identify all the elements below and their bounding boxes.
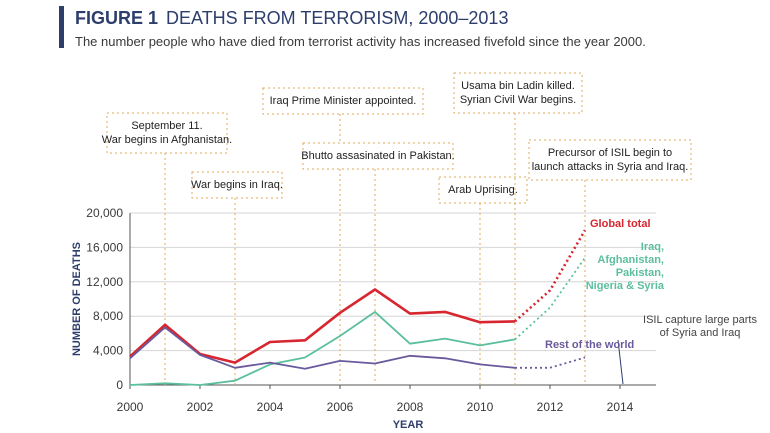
x-tick-label: 2010 bbox=[467, 400, 494, 414]
series-label: Global total bbox=[590, 218, 651, 230]
series-line-dashed bbox=[514, 257, 586, 341]
annotation-box bbox=[191, 171, 283, 199]
annotation-text: September 11. bbox=[131, 120, 202, 132]
chart-title: FIGURE 1 DEATHS FROM TERRORISM, 2000–2013 bbox=[75, 8, 508, 29]
x-tick-label: 2002 bbox=[187, 400, 214, 414]
series-line bbox=[129, 310, 516, 386]
x-axis-title: YEAR bbox=[393, 419, 424, 431]
x-tick-label: 2014 bbox=[607, 400, 634, 414]
annotation-text: Iraq Prime Minister appointed. bbox=[270, 95, 417, 107]
annotation-text: War begins in Iraq. bbox=[191, 179, 283, 191]
series-line bbox=[129, 326, 516, 370]
annotation-box bbox=[438, 176, 528, 204]
annotation-box bbox=[528, 139, 692, 181]
annotation-text: Arab Uprising. bbox=[448, 184, 518, 196]
y-axis-title: NUMBER OF DEATHS bbox=[71, 242, 83, 356]
series-label: Nigeria & Syria bbox=[586, 280, 665, 292]
series-label: Afghanistan, bbox=[597, 254, 664, 266]
annotation-box bbox=[262, 87, 424, 115]
annotation-box bbox=[302, 142, 454, 170]
annotation-text: Bhutto assasinated in Pakistan. bbox=[301, 150, 454, 162]
annotation-box bbox=[453, 72, 583, 114]
y-tick-label: 16,000 bbox=[86, 240, 123, 254]
isil-note-text: of Syria and Iraq bbox=[660, 327, 741, 339]
series-label: Rest of the world bbox=[545, 339, 634, 351]
annotation-text: War begins in Afghanistan. bbox=[102, 134, 232, 146]
x-tick-label: 2008 bbox=[397, 400, 424, 414]
x-tick-label: 2000 bbox=[117, 400, 144, 414]
isil-note-text: ISIL capture large parts bbox=[643, 314, 757, 326]
figure-title: DEATHS FROM TERRORISM, 2000–2013 bbox=[166, 8, 509, 28]
figure-label: FIGURE 1 bbox=[75, 8, 159, 28]
y-tick-label: 0 bbox=[116, 378, 123, 392]
annotation-text: launch attacks in Syria and Iraq. bbox=[532, 161, 689, 173]
chart-subtitle: The number people who have died from ter… bbox=[75, 34, 646, 49]
annotation-text: Usama bin Ladin killed. bbox=[461, 80, 575, 92]
annotation-text: Syrian Civil War begins. bbox=[460, 94, 576, 106]
y-tick-label: 8,000 bbox=[93, 309, 123, 323]
series-line bbox=[129, 288, 516, 364]
series-line-dashed bbox=[514, 229, 587, 323]
y-tick-label: 12,000 bbox=[86, 275, 123, 289]
annotation-text: Precursor of ISIL begin to bbox=[548, 147, 672, 159]
isil-pointer bbox=[617, 339, 624, 385]
x-tick-label: 2004 bbox=[257, 400, 284, 414]
annotation-box bbox=[106, 112, 228, 154]
x-tick-label: 2012 bbox=[537, 400, 564, 414]
x-tick-label: 2006 bbox=[327, 400, 354, 414]
series-label: Iraq, bbox=[641, 241, 664, 253]
series-label: Pakistan, bbox=[616, 267, 664, 279]
title-accent-bar bbox=[59, 6, 64, 48]
series-line-dashed bbox=[515, 356, 586, 369]
y-tick-label: 4,000 bbox=[93, 344, 123, 358]
y-tick-label: 20,000 bbox=[86, 206, 123, 220]
